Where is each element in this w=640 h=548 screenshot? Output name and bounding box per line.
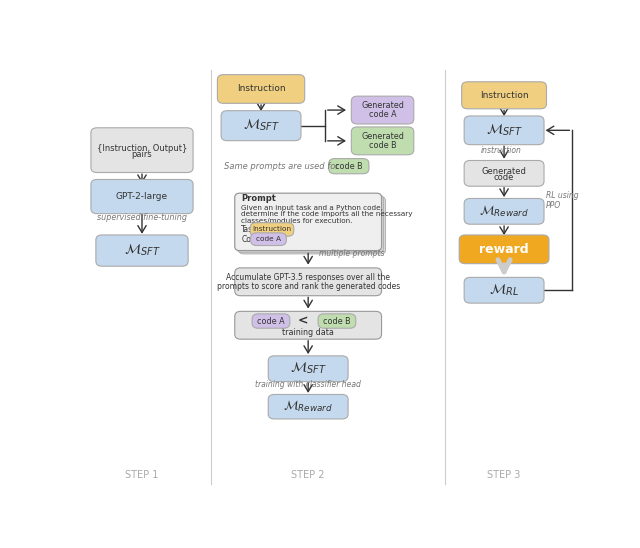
FancyBboxPatch shape bbox=[235, 268, 381, 296]
FancyBboxPatch shape bbox=[329, 158, 369, 174]
FancyBboxPatch shape bbox=[464, 277, 544, 303]
FancyBboxPatch shape bbox=[235, 311, 381, 339]
Text: Generated: Generated bbox=[482, 167, 527, 176]
Text: code B: code B bbox=[369, 141, 396, 150]
Text: instruction: instruction bbox=[481, 146, 522, 155]
Text: Generated: Generated bbox=[361, 101, 404, 110]
Text: STEP 3: STEP 3 bbox=[488, 470, 521, 480]
FancyBboxPatch shape bbox=[464, 198, 544, 224]
Text: GPT-2-large: GPT-2-large bbox=[116, 192, 168, 201]
Text: training data: training data bbox=[282, 328, 334, 338]
FancyBboxPatch shape bbox=[459, 235, 549, 264]
Text: Instruction: Instruction bbox=[237, 84, 285, 94]
Text: prompts to score and rank the generated codes: prompts to score and rank the generated … bbox=[216, 282, 400, 290]
Text: code A: code A bbox=[256, 236, 281, 242]
Text: classes/modules for execution.: classes/modules for execution. bbox=[241, 218, 353, 224]
FancyBboxPatch shape bbox=[268, 356, 348, 381]
Text: <: < bbox=[298, 315, 308, 328]
Text: $\mathcal{M}_{Reward}$: $\mathcal{M}_{Reward}$ bbox=[284, 399, 333, 414]
Text: determine if the code imports all the necessary: determine if the code imports all the ne… bbox=[241, 212, 413, 218]
FancyBboxPatch shape bbox=[237, 195, 383, 252]
FancyBboxPatch shape bbox=[235, 193, 381, 250]
FancyBboxPatch shape bbox=[218, 75, 305, 104]
Text: Task:: Task: bbox=[241, 225, 260, 234]
Text: $\mathcal{M}_{SFT}$: $\mathcal{M}_{SFT}$ bbox=[290, 361, 326, 376]
Text: Generated: Generated bbox=[361, 132, 404, 141]
Text: pairs: pairs bbox=[132, 150, 152, 159]
FancyBboxPatch shape bbox=[318, 314, 356, 328]
Text: Code:: Code: bbox=[241, 235, 263, 244]
FancyBboxPatch shape bbox=[464, 161, 544, 186]
Text: STEP 2: STEP 2 bbox=[291, 470, 325, 480]
Text: supervised fine-tuning: supervised fine-tuning bbox=[97, 213, 187, 222]
FancyBboxPatch shape bbox=[96, 235, 188, 266]
FancyBboxPatch shape bbox=[461, 82, 547, 109]
Text: training with classifier head: training with classifier head bbox=[255, 380, 361, 389]
FancyBboxPatch shape bbox=[91, 128, 193, 173]
FancyBboxPatch shape bbox=[252, 314, 290, 328]
Text: $\mathcal{M}_{SFT}$: $\mathcal{M}_{SFT}$ bbox=[486, 123, 522, 138]
Text: $\mathcal{M}_{RL}$: $\mathcal{M}_{RL}$ bbox=[489, 283, 519, 298]
Text: Instruction: Instruction bbox=[252, 226, 291, 232]
Text: code B: code B bbox=[323, 317, 351, 326]
Text: Prompt: Prompt bbox=[241, 194, 276, 203]
Text: Instruction: Instruction bbox=[480, 91, 529, 100]
Text: code B: code B bbox=[335, 162, 363, 170]
Text: STEP 1: STEP 1 bbox=[125, 470, 159, 480]
FancyBboxPatch shape bbox=[239, 197, 385, 254]
FancyBboxPatch shape bbox=[351, 96, 414, 124]
FancyBboxPatch shape bbox=[250, 222, 294, 236]
Text: code: code bbox=[494, 173, 515, 182]
Text: reward: reward bbox=[479, 243, 529, 256]
Text: $\mathcal{M}_{Reward}$: $\mathcal{M}_{Reward}$ bbox=[479, 204, 529, 219]
Text: Accumulate GPT-3.5 responses over all the: Accumulate GPT-3.5 responses over all th… bbox=[226, 273, 390, 282]
FancyBboxPatch shape bbox=[251, 233, 286, 246]
Text: multiple prompts: multiple prompts bbox=[319, 249, 384, 258]
FancyBboxPatch shape bbox=[268, 395, 348, 419]
Text: code A: code A bbox=[257, 317, 285, 326]
Text: $\mathcal{M}_{SFT}$: $\mathcal{M}_{SFT}$ bbox=[124, 243, 161, 258]
FancyBboxPatch shape bbox=[351, 127, 414, 155]
Text: $\mathcal{M}_{SFT}$: $\mathcal{M}_{SFT}$ bbox=[243, 118, 280, 133]
Text: Same prompts are used for: Same prompts are used for bbox=[224, 162, 339, 170]
Text: RL using
PPO: RL using PPO bbox=[547, 191, 579, 210]
Text: code A: code A bbox=[369, 110, 396, 119]
Text: Given an input task and a Python code,: Given an input task and a Python code, bbox=[241, 205, 383, 211]
FancyBboxPatch shape bbox=[91, 180, 193, 214]
FancyBboxPatch shape bbox=[464, 116, 544, 145]
FancyBboxPatch shape bbox=[221, 111, 301, 141]
Text: {Instruction, Output}: {Instruction, Output} bbox=[97, 144, 187, 152]
